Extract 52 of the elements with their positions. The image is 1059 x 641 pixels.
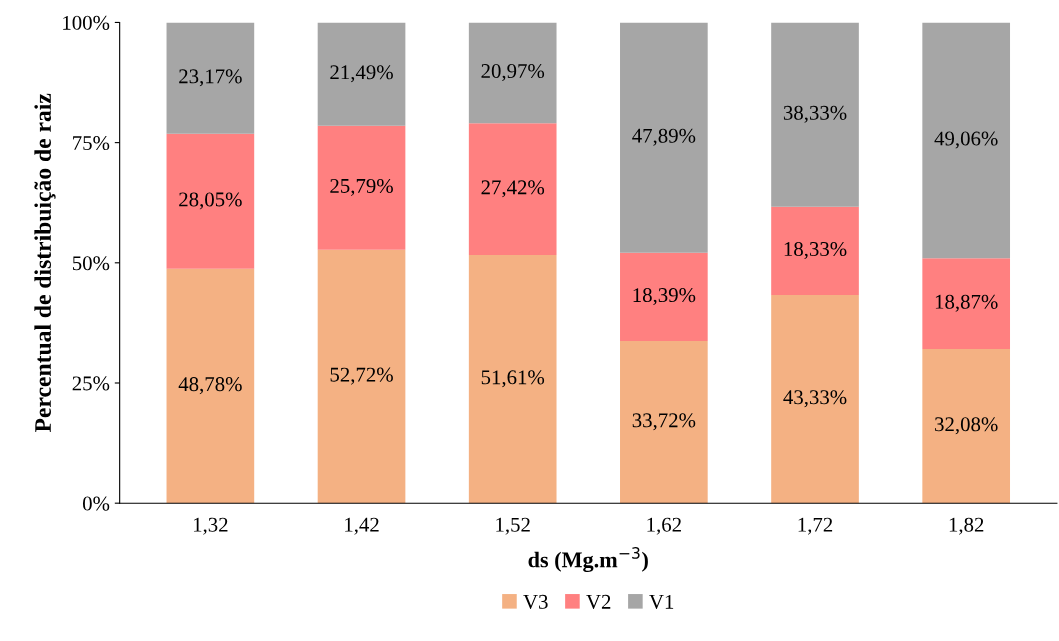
x-tick-label: 1,62 [647, 517, 681, 535]
x-tick-label: 1,42 [345, 517, 379, 535]
bar [166, 133, 255, 269]
data-label: 33,72% [632, 413, 696, 431]
data-label: 51,61% [481, 370, 545, 388]
bar [620, 22, 708, 253]
bar [468, 255, 557, 504]
bar [922, 22, 1011, 259]
data-label: 18,33% [784, 241, 847, 260]
legend-label: V1 [649, 594, 674, 609]
bar [166, 22, 255, 134]
y-axis-title: Percentual de distribuição de raiz [34, 93, 56, 433]
bar [922, 348, 1011, 504]
x-tick-label: 1,72 [798, 517, 833, 535]
data-label: 32,08% [935, 417, 998, 435]
bar [620, 252, 708, 342]
bar [317, 22, 406, 126]
y-tick-label: 50% [72, 256, 110, 271]
data-label: 49,06% [934, 131, 998, 149]
bar [922, 258, 1011, 349]
bar [317, 125, 406, 250]
legend-label: V2 [586, 594, 611, 609]
bar [317, 249, 406, 504]
bar [468, 123, 557, 256]
bar [166, 268, 255, 504]
x-tick-label: 1,32 [193, 517, 228, 535]
x-tick-label: 1,82 [949, 517, 984, 535]
data-label: 52,72% [330, 367, 393, 385]
bar [468, 22, 557, 124]
legend-label: V3 [523, 594, 548, 609]
data-label: 20,97% [481, 64, 545, 82]
x-tick-label: 1,52 [496, 517, 530, 535]
data-label: 48,78% [178, 377, 242, 395]
data-label: 38,33% [783, 105, 847, 123]
x-axis-title: ds (Mg.m$^{−3}$) [528, 547, 648, 573]
bar [771, 294, 859, 504]
data-label: 18,39% [633, 288, 696, 306]
y-tick-label: 75% [73, 136, 110, 151]
bar [771, 206, 859, 295]
y-tick-label: 100% [63, 15, 110, 30]
bar [620, 341, 708, 504]
y-tick-label: 25% [72, 376, 110, 391]
y-tick-label: 0% [82, 496, 110, 511]
data-label: 25,79% [330, 178, 393, 196]
data-label: 28,05% [179, 192, 242, 210]
data-label: 18,87% [935, 294, 998, 312]
data-label: 21,49% [330, 65, 393, 83]
data-label: 43,33% [783, 390, 847, 408]
data-label: 23,17% [179, 69, 242, 87]
data-label: 47,89% [632, 128, 696, 146]
data-label: 27,42% [481, 180, 545, 198]
bar [771, 22, 859, 207]
